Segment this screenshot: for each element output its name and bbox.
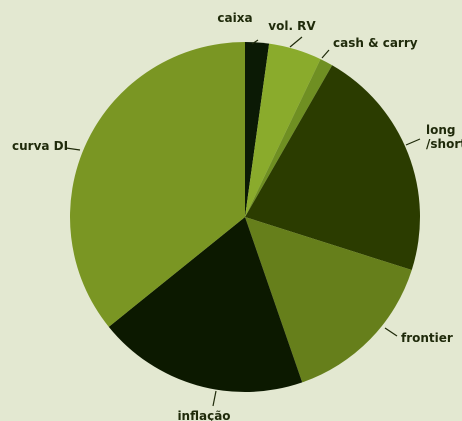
slice-label-5: inflação xyxy=(177,409,230,421)
pie-slice-3 xyxy=(245,65,420,271)
slice-label-0: caixa xyxy=(217,11,252,25)
slice-label-4: frontier xyxy=(401,331,453,345)
slice-label-3: long/short xyxy=(426,123,462,151)
leader-line-1 xyxy=(289,36,303,48)
slice-label-2: cash & carry xyxy=(333,36,418,50)
leader-line-2 xyxy=(321,49,330,59)
leader-line-3 xyxy=(405,138,421,146)
pie-slice-2 xyxy=(245,59,333,217)
leader-line-0 xyxy=(251,39,259,45)
pie-slice-1 xyxy=(245,43,321,217)
leader-line-4 xyxy=(384,327,398,337)
slice-label-1: vol. RV xyxy=(268,19,316,33)
leader-line-6 xyxy=(65,147,81,151)
pie-slice-5 xyxy=(108,217,303,393)
pie-slice-6 xyxy=(70,42,246,327)
pie-slice-4 xyxy=(245,217,412,383)
leader-line-5 xyxy=(212,390,217,407)
slice-label-6: curva DI xyxy=(12,139,68,153)
pie-slice-0 xyxy=(245,42,270,217)
